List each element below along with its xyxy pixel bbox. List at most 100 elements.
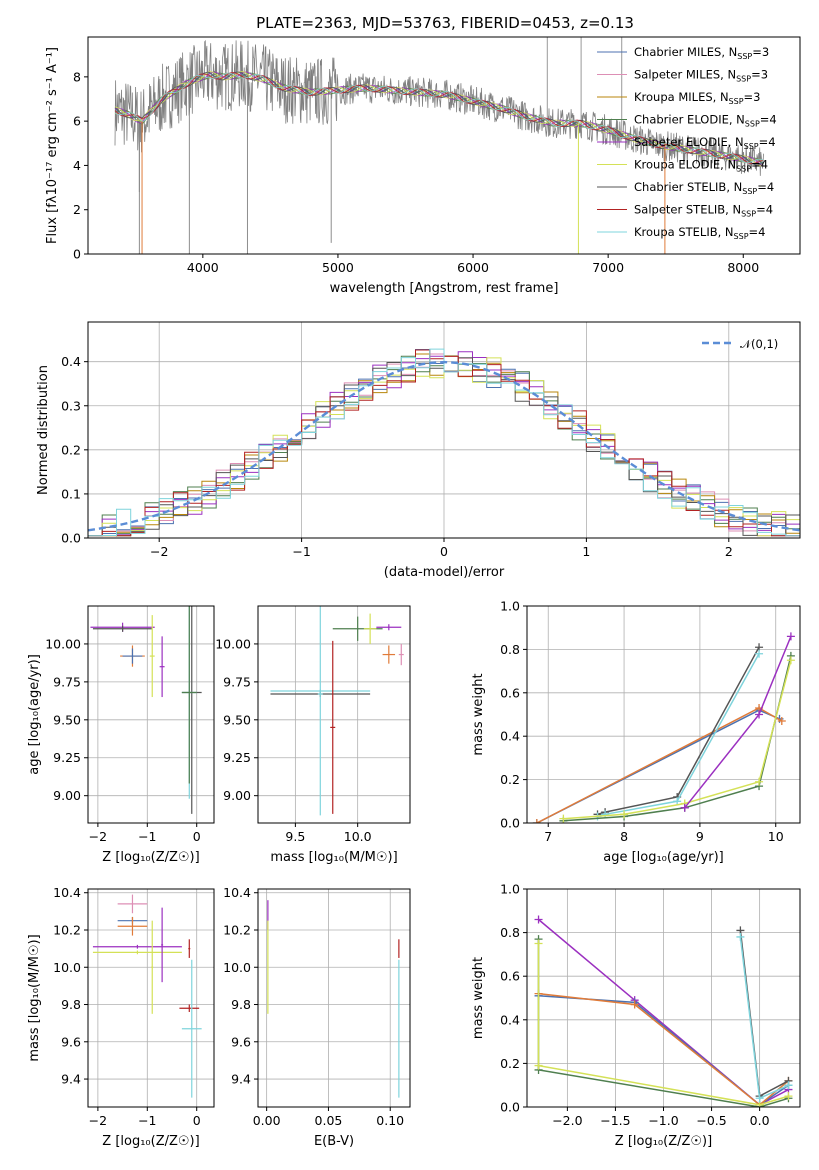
x-tick-label: 1: [582, 544, 590, 559]
x-tick-label: 8000: [727, 260, 759, 275]
y-tick-label: 10.4: [53, 885, 81, 900]
x-tick-label: 0: [440, 544, 448, 559]
chart-massweight-vs-age: 7 8 9 10 0.0 0.2 0.4 0.6 0.8 1.0 age [log₁₀(age/yr…: [471, 599, 801, 865]
series-marker: [559, 814, 568, 823]
y-tick-label: 0.0: [61, 531, 81, 546]
x-tick-label: −1: [138, 1113, 156, 1128]
x-tick-label: −2: [89, 1113, 107, 1128]
x-tick-label: 0: [193, 1113, 201, 1128]
x-tick-label: −2.0: [552, 1113, 582, 1128]
x-tick-label: 10.0: [344, 829, 372, 844]
chart-mass-vs-EBV: 0.00 0.05 0.10 9.4 9.6 9.8 10.0 10.2 10.4 E(B-V): [223, 885, 411, 1149]
series-marker: [601, 810, 610, 819]
y-tick-label: 0.1: [61, 486, 81, 501]
y-axis-label: Normed distribution: [36, 365, 51, 495]
legend-name: Chabrier ELODIE, N: [634, 113, 745, 127]
legend-entry: Chabrier MILES, NSSP=3: [634, 45, 769, 61]
x-tick-label: −2: [89, 829, 107, 844]
legend-suffix: =4: [760, 113, 777, 127]
plot-area: [527, 606, 800, 823]
x-tick-label: −1.5: [600, 1113, 630, 1128]
legend-suffix: =4: [756, 203, 773, 217]
y-tick-label: 9.25: [223, 750, 251, 765]
y-axis-label: age [log₁₀(age/yr)]: [27, 654, 42, 775]
y-tick-label: 0.8: [500, 925, 520, 940]
x-tick-label: 7: [544, 829, 552, 844]
y-tick-label: 0.2: [500, 1056, 520, 1071]
legend-entry: Kroupa STELIB, NSSP=4: [634, 225, 765, 241]
plot-area: [114, 37, 764, 254]
legend-name: Salpeter STELIB, N: [634, 203, 741, 217]
series-line: [739, 930, 789, 1098]
legend-name: Chabrier STELIB, N: [634, 180, 742, 194]
y-axis-label: Flux [fλ10⁻¹⁷ erg cm⁻² s⁻¹ A⁻¹]: [45, 47, 60, 244]
y-axis-label: mass weight: [471, 957, 486, 1039]
series-marker: [755, 1094, 764, 1103]
x-axis-label: Z [log₁₀(Z/Z☉)]: [615, 1134, 712, 1149]
model-curve: [114, 72, 764, 164]
series-marker: [784, 1092, 793, 1101]
y-tick-label: 9.8: [231, 997, 251, 1012]
chart-residuals: −2 −1 0 1 2 0.0 0.1 0.2 0.3 0.4 (data-model)/error…: [36, 321, 801, 580]
y-tick-label: 0.4: [61, 354, 81, 369]
chart-massweight-vs-Z: −2.0 −1.5 −1.0 −0.5 0.0 0.0 0.2 0.4 0.6 0.8 1.0 Z […: [471, 882, 801, 1149]
y-tick-label: 10.2: [53, 922, 81, 937]
x-tick-label: 0.00: [253, 1113, 281, 1128]
plot-area: [88, 889, 214, 1107]
y-tick-label: 9.4: [231, 1072, 251, 1087]
y-tick-label: 0.4: [500, 729, 520, 744]
series-marker: [784, 1081, 793, 1090]
series-line: [538, 918, 789, 1106]
series-marker: [755, 710, 764, 719]
legend-entry: 𝒩(0,1): [740, 337, 778, 351]
legend-suffix: =4: [759, 135, 776, 149]
legend-sub: SSP: [734, 232, 749, 241]
y-tick-label: 1.0: [500, 882, 520, 897]
x-tick-label: 8: [620, 829, 628, 844]
y-tick-label: 9.25: [53, 750, 81, 765]
x-tick-label: 0.10: [376, 1113, 404, 1128]
legend-sub: SSP: [736, 165, 751, 174]
x-tick-label: 10: [768, 829, 784, 844]
series-marker: [673, 797, 682, 806]
legend-entry: Kroupa ELODIE, NSSP=4: [634, 158, 768, 174]
x-tick-label: 5000: [322, 260, 354, 275]
series-marker: [630, 1000, 639, 1009]
series-line: [597, 646, 760, 816]
y-tick-label: 9.6: [61, 1034, 81, 1049]
series-marker: [620, 810, 629, 819]
x-tick-label: −1.0: [648, 1113, 678, 1128]
y-tick-label: 0.8: [500, 642, 520, 657]
series-marker: [755, 777, 764, 786]
legend-suffix: =3: [752, 45, 769, 59]
y-tick-label: 9.4: [61, 1072, 81, 1087]
y-tick-label: 10.0: [53, 960, 81, 975]
y-tick-label: 10.00: [45, 636, 81, 651]
y-tick-label: 0.2: [500, 772, 520, 787]
y-tick-label: 0.4: [500, 1012, 520, 1027]
series-marker: [534, 1061, 543, 1070]
x-tick-label: 4000: [187, 260, 219, 275]
legend-suffix: =4: [751, 158, 768, 172]
legend-suffix: =3: [744, 90, 761, 104]
x-axis-label: mass [log₁₀(M/M☉)]: [270, 850, 397, 865]
axes-frame: [526, 888, 801, 1108]
legend-name: Kroupa STELIB, N: [634, 225, 734, 239]
x-tick-label: 0: [193, 829, 201, 844]
data-spectrum: [114, 39, 764, 176]
y-tick-label: 9.75: [53, 674, 81, 689]
x-axis-label: E(B-V): [314, 1134, 354, 1149]
figure-title: PLATE=2363, MJD=53763, FIBERID=0453, z=0…: [256, 14, 634, 32]
model-curve: [114, 71, 764, 167]
y-axis-label: mass [log₁₀(M/M☉)]: [27, 934, 42, 1061]
y-tick-label: 0.2: [61, 442, 81, 457]
x-tick-label: 7000: [592, 260, 624, 275]
x-tick-label: −1: [292, 544, 310, 559]
x-tick-label: 2: [725, 544, 733, 559]
y-tick-label: 9.00: [53, 788, 81, 803]
y-tick-label: 0.6: [500, 685, 520, 700]
y-tick-label: 0.0: [500, 1100, 520, 1115]
legend-sub: SSP: [737, 52, 752, 61]
series-line: [739, 936, 789, 1100]
